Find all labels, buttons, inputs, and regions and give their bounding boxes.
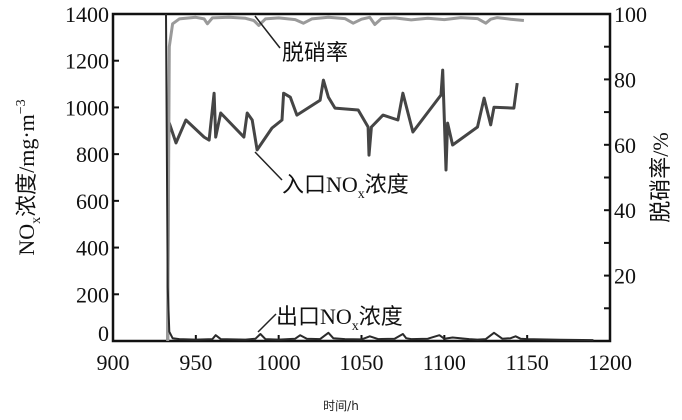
y-right-axis-label: 脱硝率/% (648, 132, 673, 222)
y-left-tick-label: 1200 (65, 49, 109, 74)
x-tick-label: 1000 (257, 350, 301, 375)
y-left-tick-label: 800 (76, 142, 109, 167)
plot-frame (111, 12, 612, 343)
y-right-tick-label: 40 (614, 198, 636, 223)
x-tick-label: 1150 (506, 350, 549, 375)
y-right-tick-label: 80 (614, 67, 636, 92)
axes: 900 950 1000 1050 1100 1150 1200 0 200 400 600 800 1… (14, 2, 673, 375)
y-right-tick-label: 20 (614, 264, 636, 289)
y-right-tick-label: 100 (614, 2, 647, 27)
y-left-tick-label: 1000 (65, 95, 109, 120)
annotation-leader-line (257, 313, 277, 333)
annotation-leader-line (254, 15, 281, 49)
y-left-tick-label: 0 (98, 321, 109, 346)
x-axis-label: 时间/h (323, 399, 359, 413)
x-tick-label: 1200 (588, 350, 632, 375)
series-line-rate (166, 15, 525, 342)
annotation-inlet: 入口NOx浓度 (282, 172, 409, 202)
series-line-inlet (166, 68, 519, 342)
y-left-tick-label: 1400 (65, 2, 109, 27)
annotation-leader-line (254, 151, 283, 181)
y-left-tick-label: 200 (76, 282, 109, 307)
y-left-tick-label: 400 (76, 236, 109, 261)
x-tick-label: 950 (179, 350, 212, 375)
x-tick-label: 900 (97, 350, 130, 375)
series-line-outlet (165, 13, 594, 342)
series-lines (165, 13, 594, 342)
y-right-tick-label: 60 (614, 133, 636, 158)
x-tick-label: 1100 (423, 350, 466, 375)
annotation-rate: 脱硝率 (282, 40, 348, 65)
y-left-axis-label: NOx浓度/mg·m−3 (14, 99, 44, 255)
annotation-outlet: 出口NOx浓度 (276, 304, 403, 334)
x-tick-label: 1050 (340, 350, 384, 375)
y-left-tick-label: 600 (76, 189, 109, 214)
